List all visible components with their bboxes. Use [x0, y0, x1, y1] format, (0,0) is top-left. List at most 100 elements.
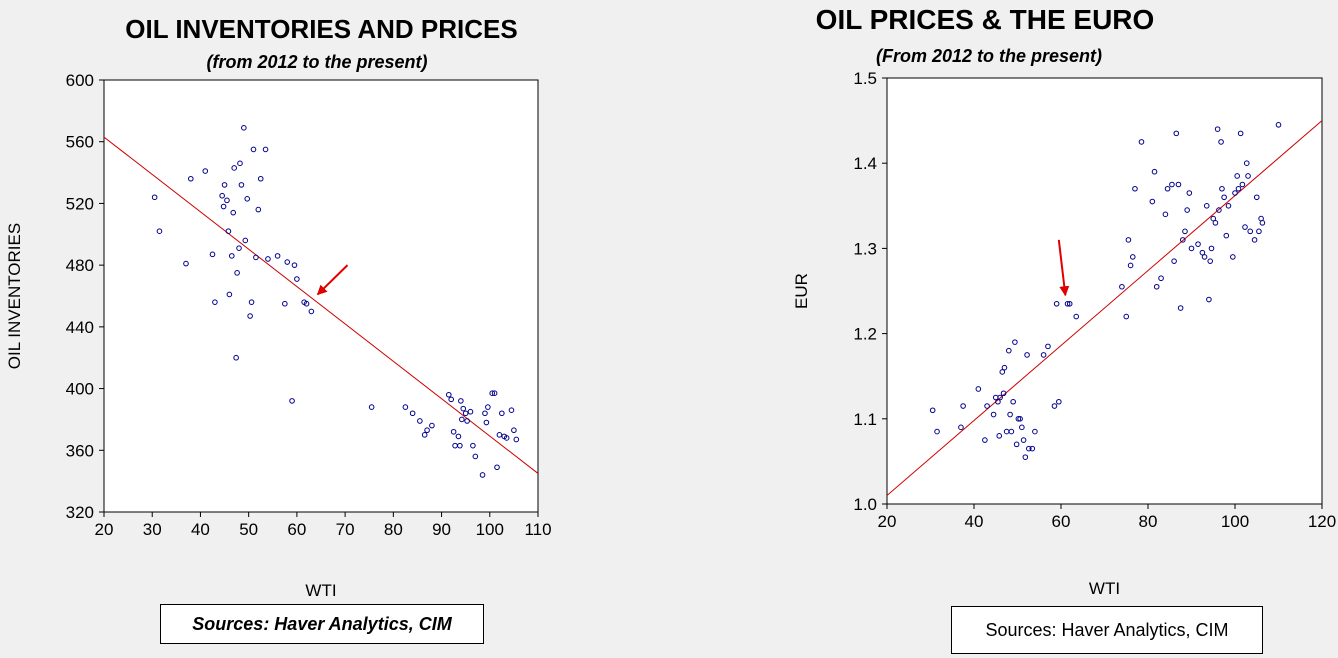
data-point — [1019, 424, 1025, 431]
data-point — [1123, 313, 1130, 320]
chart-title: OIL PRICES & THE EURO — [815, 4, 1155, 35]
data-point — [1225, 203, 1232, 209]
x-tick-label: 30 — [143, 520, 162, 539]
plot-area — [103, 79, 539, 513]
data-point — [1073, 313, 1080, 320]
data-point — [237, 160, 243, 167]
data-point — [1206, 296, 1212, 303]
data-point — [1245, 173, 1251, 179]
chart-panel-inventories: OIL INVENTORIES AND PRICES (from 2012 to… — [5, 14, 552, 644]
data-point — [402, 404, 409, 410]
data-point — [1008, 428, 1015, 435]
data-point — [1239, 181, 1246, 188]
data-point — [999, 369, 1006, 375]
data-point — [1022, 454, 1029, 460]
data-point — [221, 182, 228, 188]
y-tick-label: 1.2 — [853, 325, 877, 344]
data-point — [1212, 220, 1219, 226]
data-point — [934, 428, 940, 435]
y-tick-label: 520 — [66, 194, 94, 213]
y-tick-label: 480 — [66, 256, 94, 275]
data-point — [929, 407, 936, 414]
y-tick-label: 1.4 — [853, 154, 877, 173]
data-point — [234, 270, 240, 276]
data-point — [1230, 254, 1236, 260]
data-point — [462, 410, 469, 417]
source-text: Sources: Haver Analytics, CIM — [985, 619, 1229, 640]
trend-line — [104, 136, 538, 474]
data-point — [228, 253, 235, 259]
data-point — [236, 245, 242, 251]
data-point — [997, 394, 1003, 401]
data-point — [1243, 160, 1250, 166]
data-point — [183, 260, 189, 267]
data-point — [1158, 275, 1164, 282]
data-point — [238, 182, 245, 188]
data-point — [1235, 185, 1242, 192]
x-tick-label: 40 — [965, 512, 984, 531]
data-point — [424, 427, 430, 434]
data-point — [1129, 254, 1136, 260]
data-point — [494, 464, 500, 471]
data-point — [1119, 283, 1125, 290]
x-tick-label: 60 — [1052, 512, 1071, 531]
annotation-arrow — [316, 264, 349, 296]
data-point — [445, 391, 452, 398]
data-point — [470, 442, 476, 449]
data-point — [202, 168, 209, 174]
data-point — [499, 410, 505, 417]
y-tick-label: 560 — [66, 133, 94, 152]
data-point — [417, 418, 423, 424]
data-point — [1066, 300, 1073, 307]
x-axis-label: WTI — [305, 581, 336, 600]
x-tick-label: 40 — [191, 520, 210, 539]
data-point — [225, 228, 232, 234]
data-point — [1251, 237, 1258, 243]
data-point — [1180, 237, 1186, 243]
data-point — [982, 437, 988, 443]
y-axis-label: EUR — [792, 273, 811, 309]
y-tick-label: 360 — [66, 441, 94, 460]
data-point — [151, 194, 158, 201]
data-point — [1153, 283, 1160, 290]
data-point — [1177, 305, 1184, 311]
data-point — [1214, 126, 1221, 132]
data-point — [224, 197, 230, 204]
data-point — [308, 308, 315, 315]
data-point — [429, 422, 435, 429]
data-point — [274, 253, 281, 259]
data-point — [220, 203, 227, 210]
y-tick-label: 600 — [66, 71, 94, 90]
data-point — [1169, 181, 1175, 188]
data-point — [1184, 207, 1190, 213]
data-point — [1007, 411, 1013, 418]
data-point — [1275, 122, 1282, 128]
data-point — [241, 125, 247, 131]
data-point — [1012, 339, 1018, 345]
data-point — [233, 354, 239, 361]
data-point — [1132, 185, 1138, 192]
x-tick-label: 100 — [1221, 512, 1249, 531]
data-point — [284, 259, 291, 265]
data-point — [1242, 224, 1248, 230]
data-point — [1218, 139, 1224, 145]
data-point — [212, 299, 218, 305]
data-point — [1221, 194, 1227, 201]
data-point — [990, 411, 997, 418]
x-tick-label: 60 — [287, 520, 306, 539]
data-point — [244, 196, 251, 202]
data-point — [1010, 398, 1016, 405]
data-point — [1053, 300, 1060, 307]
data-point — [1029, 445, 1036, 452]
data-point — [1223, 232, 1230, 239]
data-point — [1216, 207, 1222, 213]
plot-area — [886, 77, 1323, 505]
data-point — [219, 192, 225, 199]
data-point — [303, 300, 310, 307]
data-point — [975, 386, 982, 392]
data-point — [455, 433, 462, 440]
y-tick-label: 320 — [66, 503, 94, 522]
data-point — [242, 237, 249, 244]
data-point — [1199, 249, 1206, 256]
data-point — [1175, 181, 1182, 188]
